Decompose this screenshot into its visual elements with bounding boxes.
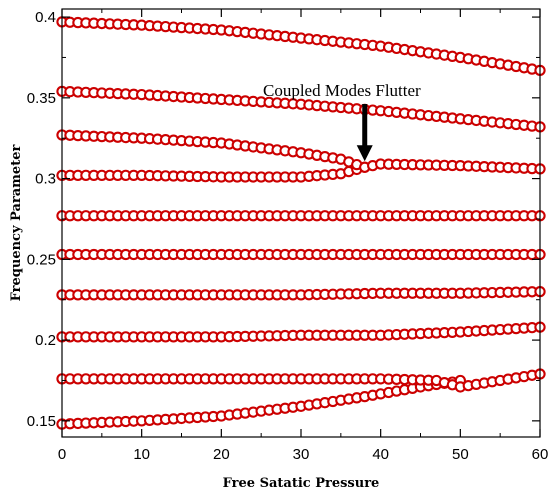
x-tick-label: 20 xyxy=(213,446,230,463)
y-tick-label: 0.4 xyxy=(35,9,56,26)
annotation-text: Coupled Modes Flutter xyxy=(263,81,421,100)
y-tick-label: 0.3 xyxy=(35,171,56,188)
annotation-arrow-head xyxy=(356,145,373,162)
data-markers xyxy=(56,16,546,430)
y-axis-title: Frequency Parameter xyxy=(9,145,24,302)
flutter-annotation: Coupled Modes Flutter xyxy=(263,81,421,162)
axis-ticks xyxy=(61,9,541,437)
y-tick-labels: 0.15 0.2 0.25 0.3 0.35 0.4 xyxy=(27,9,56,430)
x-tick-label: 30 xyxy=(293,446,310,463)
y-tick-label: 0.35 xyxy=(27,90,56,107)
x-tick-label: 40 xyxy=(372,446,389,463)
y-tick-label: 0.15 xyxy=(27,413,56,430)
x-tick-label: 0 xyxy=(58,446,66,463)
x-tick-label: 60 xyxy=(532,446,549,463)
y-tick-label: 0.25 xyxy=(27,251,56,268)
x-axis-title: Free Satatic Pressure xyxy=(223,476,380,491)
x-tick-labels: 0 10 20 30 40 50 60 xyxy=(58,446,549,463)
x-tick-label: 10 xyxy=(133,446,150,463)
y-tick-label: 0.2 xyxy=(35,332,56,349)
x-tick-label: 50 xyxy=(452,446,469,463)
plot-frame xyxy=(61,8,541,438)
